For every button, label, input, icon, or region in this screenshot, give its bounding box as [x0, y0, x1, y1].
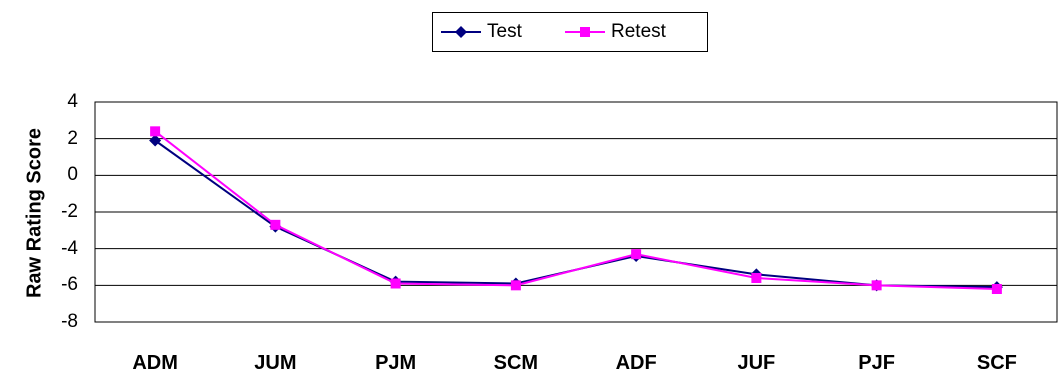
x-tick-label: ADF [615, 352, 657, 374]
legend: Test Retest [432, 12, 708, 52]
series-retest [150, 126, 1002, 294]
x-tick-label: SCM [493, 352, 539, 374]
y-tick-label: -6 [61, 274, 78, 296]
plot-area [94, 101, 1058, 323]
x-tick-label: JUF [737, 352, 776, 374]
data-point-retest [751, 273, 762, 283]
data-point-retest [390, 278, 401, 289]
data-point-retest [991, 284, 1002, 294]
legend-marker-test [441, 26, 481, 38]
series-line-retest [154, 130, 997, 290]
y-tick-label: -4 [61, 237, 78, 259]
x-tick-label: PJF [858, 352, 895, 374]
x-tick-label: ADM [132, 352, 178, 374]
legend-item-retest: Retest [565, 19, 666, 45]
x-tick-label: PJM [375, 352, 417, 374]
x-tick-label: JUM [254, 352, 297, 374]
x-tick-label: SCF [976, 352, 1017, 374]
legend-label-retest: Retest [611, 21, 666, 42]
data-point-retest [510, 280, 521, 291]
data-point-retest [150, 126, 161, 137]
y-tick-label: 0 [67, 164, 78, 186]
series-line-test [154, 139, 997, 289]
legend-label-test: Test [487, 21, 522, 42]
gridlines [95, 138, 1057, 286]
y-tick-label: -8 [61, 311, 78, 332]
y-tick-label: 2 [67, 127, 78, 149]
data-point-retest [871, 280, 882, 291]
data-point-test [149, 134, 162, 147]
legend-marker-retest [565, 27, 605, 37]
data-point-retest [270, 219, 281, 230]
legend-item-test: Test [441, 19, 522, 45]
y-tick-label: 4 [67, 91, 78, 112]
series-layer [149, 126, 1003, 294]
y-tick-label: -2 [61, 201, 78, 222]
data-point-retest [631, 249, 642, 260]
